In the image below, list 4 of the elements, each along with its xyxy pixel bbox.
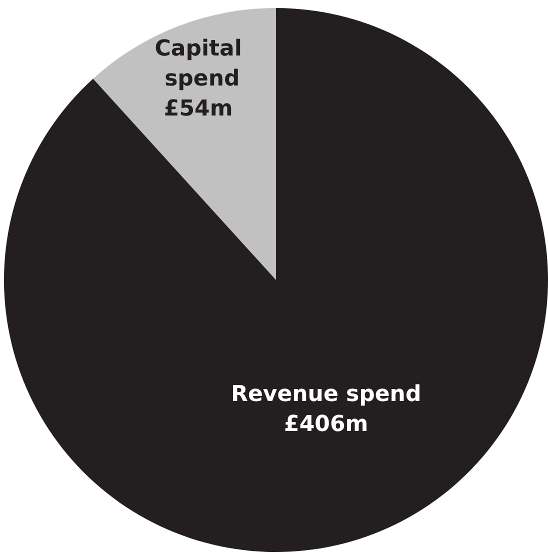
slice-label: Revenue spend <box>231 382 422 408</box>
data-label: £54m <box>164 96 233 122</box>
slice-label: Capital spend <box>154 36 242 92</box>
data-label: £406m <box>284 412 368 438</box>
